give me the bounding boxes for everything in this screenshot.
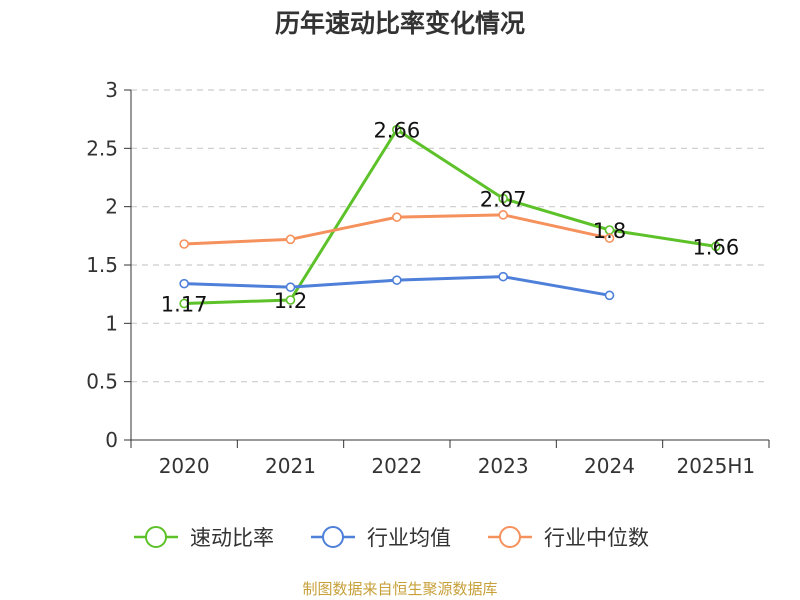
legend-label: 速动比率: [190, 526, 274, 550]
y-tick-label: 0.5: [86, 370, 118, 394]
data-point[interactable]: [604, 290, 615, 301]
legend-item[interactable]: 行业中位数: [488, 526, 649, 550]
grid-lines: [131, 89, 769, 383]
data-point[interactable]: [179, 278, 189, 289]
y-tick-label: 3: [105, 78, 118, 102]
y-tick-label: 1.5: [86, 253, 118, 277]
data-label: 1.8: [593, 219, 626, 243]
data-label: 1.17: [161, 293, 208, 317]
axes: 0 0.5 1 1.5 2 2.5 3 2020 2021 2022 2023 2024 2025H1: [86, 78, 770, 478]
data-point[interactable]: [392, 275, 402, 285]
x-tick-label: 2022: [371, 454, 422, 478]
source-note: 制图数据来自恒生聚源数据库: [302, 580, 498, 598]
legend-marker: [499, 526, 521, 548]
data-point[interactable]: [498, 271, 508, 282]
data-label: 1.2: [274, 289, 307, 313]
data-label: 2.07: [480, 188, 527, 212]
data-point[interactable]: [498, 193, 508, 204]
x-tick-label: 2025H1: [676, 454, 755, 478]
x-tick-label: 2020: [159, 454, 210, 478]
data-labels: 1.17 1.2 2.66 2.07 1.8 1.66: [161, 119, 739, 317]
chart-title: 历年速动比率变化情况: [274, 9, 525, 38]
y-tick-label: 2: [105, 195, 118, 219]
legend-item[interactable]: 行业均值: [311, 526, 451, 550]
data-point[interactable]: [604, 233, 615, 243]
data-point[interactable]: [711, 241, 721, 252]
series-line: [184, 128, 717, 305]
x-tick-label: 2023: [478, 454, 529, 478]
legend-marker: [145, 526, 167, 548]
data-point[interactable]: [179, 298, 189, 309]
data-point[interactable]: [285, 295, 296, 305]
data-point[interactable]: [285, 282, 296, 292]
data-point[interactable]: [392, 212, 402, 222]
series-lines: [179, 124, 721, 309]
data-label: 2.66: [373, 119, 420, 143]
legend-item[interactable]: 速动比率: [134, 526, 274, 550]
legend-label: 行业均值: [367, 526, 451, 550]
data-label: 1.66: [692, 235, 739, 259]
y-tick-label: 2.5: [86, 136, 118, 160]
y-tick-label: 0: [105, 428, 118, 452]
data-point[interactable]: [498, 210, 508, 220]
legend-label: 行业中位数: [544, 526, 649, 550]
legend-marker: [322, 526, 344, 548]
data-point[interactable]: [179, 239, 189, 249]
data-point[interactable]: [392, 124, 402, 135]
data-point[interactable]: [285, 234, 296, 245]
legend[interactable]: 速动比率 行业均值 行业中位数: [134, 526, 649, 550]
x-tick-label: 2021: [265, 454, 316, 478]
y-tick-label: 1: [105, 311, 118, 335]
x-tick-label: 2024: [584, 454, 635, 478]
